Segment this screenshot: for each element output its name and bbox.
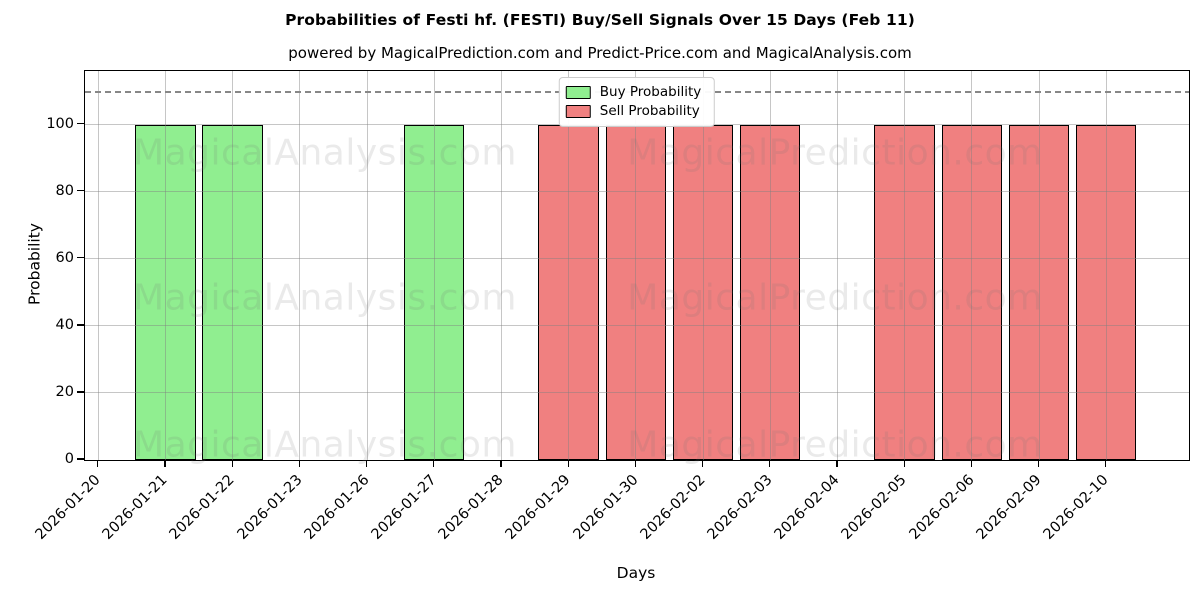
x-tick-label: 2026-01-29 (503, 472, 574, 543)
watermark-magicalanalysis: MagicalAnalysis.com (133, 277, 517, 319)
y-tick-label: 20 (55, 383, 74, 400)
x-tick-label: 2026-02-04 (771, 472, 843, 543)
gridline-horizontal (85, 258, 1189, 260)
x-tick-label: 2026-02-09 (973, 472, 1045, 543)
bar-2026-01-21-buy (135, 124, 196, 460)
legend: Buy Probability Sell Probability (558, 77, 716, 127)
watermark-magicalprediction: MagicalPrediction.com (627, 277, 1043, 319)
x-tick-label: 2026-01-30 (570, 472, 642, 543)
gridline-vertical (769, 71, 771, 460)
sell-probability-swatch (565, 105, 591, 118)
y-tick-label: 40 (55, 316, 74, 333)
gridline-vertical (97, 71, 99, 460)
x-tickmark (231, 460, 233, 467)
buy-probability-swatch (565, 86, 591, 99)
legend-item-sell: Sell Probability (565, 103, 701, 119)
x-tickmark (903, 460, 905, 467)
y-tickmark (77, 391, 84, 393)
y-tickmark (77, 257, 84, 259)
x-tickmark (366, 460, 368, 467)
watermark-magicalprediction: MagicalPrediction.com (627, 132, 1043, 174)
bar-2026-02-03-sell (739, 124, 801, 460)
bar-2026-02-09-sell (1008, 124, 1070, 460)
watermark-magicalprediction: MagicalPrediction.com (627, 424, 1043, 466)
x-tickmark (1038, 460, 1040, 467)
gridline-vertical (568, 71, 570, 460)
y-tick-label: 60 (55, 249, 74, 266)
x-tickmark (433, 460, 435, 467)
x-tick-label: 2026-02-03 (704, 472, 776, 543)
x-tick-label: 2026-01-21 (99, 472, 171, 543)
x-tick-label: 2026-02-06 (906, 472, 978, 543)
gridline-vertical (971, 71, 973, 460)
y-tickmark (77, 123, 84, 125)
gridline-vertical (299, 71, 301, 460)
gridline-vertical (904, 71, 906, 460)
x-axis-label: Days (616, 564, 656, 582)
gridline-horizontal (85, 325, 1189, 327)
x-tick-label: 2026-01-23 (234, 472, 306, 543)
watermark-magicalanalysis: MagicalAnalysis.com (133, 424, 517, 466)
gridline-vertical (433, 71, 435, 460)
x-tick-label: 2026-01-22 (167, 472, 238, 543)
gridline-horizontal (85, 392, 1189, 394)
y-tick-label: 0 (64, 451, 74, 467)
gridline-vertical (164, 71, 166, 460)
chart-title: Probabilities of Festi hf. (FESTI) Buy/S… (285, 11, 915, 29)
bar-2026-02-02-sell (672, 124, 734, 460)
bar-2026-01-27-buy (403, 124, 465, 460)
y-tickmark (77, 190, 84, 192)
gridline-vertical (635, 71, 637, 460)
x-tickmark (769, 460, 771, 467)
x-tickmark (634, 460, 637, 467)
bar-2026-01-22-buy (202, 124, 263, 460)
x-tick-label: 2026-02-02 (637, 472, 709, 543)
gridline-vertical (232, 71, 234, 460)
legend-item-buy: Buy Probability (565, 84, 702, 100)
y-tick-label: 100 (46, 115, 74, 132)
gridline-vertical (366, 71, 368, 460)
x-tickmark (164, 460, 166, 467)
x-tickmark (702, 460, 704, 467)
x-tickmark (836, 460, 838, 467)
gridline-vertical (1105, 71, 1107, 460)
gridline-vertical (1038, 71, 1040, 460)
sell-probability-label: Sell Probability (599, 103, 700, 119)
x-tick-label: 2026-01-20 (32, 472, 104, 543)
x-tickmark (1105, 460, 1107, 467)
x-tickmark (97, 460, 99, 467)
gridline-horizontal (85, 191, 1189, 193)
x-tickmark (567, 460, 569, 467)
gridline-vertical (702, 71, 704, 460)
buy-probability-label: Buy Probability (599, 84, 702, 100)
x-tick-label: 2026-01-27 (368, 472, 440, 543)
watermark-magicalanalysis: MagicalAnalysis.com (133, 132, 517, 174)
x-tickmark (500, 460, 502, 467)
y-tickmark (77, 324, 84, 326)
x-tick-label: 2026-01-28 (435, 472, 507, 543)
plot-area: MagicalAnalysis.com MagicalPrediction.com… (84, 70, 1190, 466)
y-tickmark (77, 458, 84, 460)
bar-2026-02-05-sell (874, 124, 935, 460)
x-tickmark (298, 460, 301, 467)
gridline-vertical (500, 71, 502, 460)
bar-2026-02-10-sell (1075, 124, 1137, 460)
bar-2026-01-29-sell (538, 124, 599, 460)
x-tick-label: 2026-02-05 (839, 472, 910, 543)
x-tickmark (970, 460, 973, 467)
bar-2026-01-30-sell (605, 124, 667, 460)
gridline-vertical (836, 71, 838, 460)
chart-subtitle: powered by MagicalPrediction.com and Pre… (288, 44, 912, 62)
x-tick-label: 2026-02-10 (1040, 472, 1112, 543)
y-tick-label: 80 (55, 182, 74, 199)
bar-2026-02-06-sell (941, 124, 1003, 460)
x-tick-label: 2026-01-26 (301, 472, 373, 543)
